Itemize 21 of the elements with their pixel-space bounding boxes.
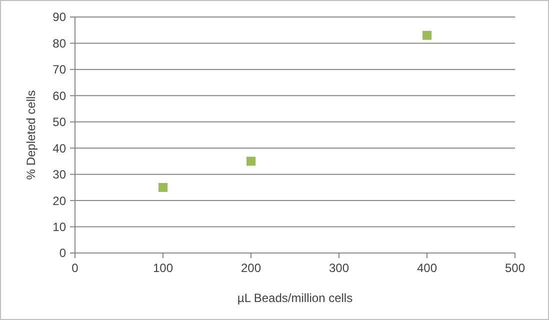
- x-tick-label: 200: [240, 261, 262, 275]
- y-tick-label: 80: [52, 36, 66, 50]
- x-tick-label: 400: [416, 261, 438, 275]
- y-tick-label: 10: [52, 220, 66, 234]
- x-tick-label: 100: [152, 261, 174, 275]
- y-tick-label: 0: [59, 246, 66, 260]
- y-tick-label: 40: [52, 141, 66, 156]
- point: [422, 30, 432, 40]
- y-tick-label: 50: [52, 115, 66, 130]
- x-tick-label: 0: [72, 261, 79, 275]
- point: [158, 182, 168, 192]
- x-tick-label: 500: [504, 261, 526, 275]
- y-tick-label: 20: [52, 194, 66, 208]
- y-tick-label: 60: [52, 88, 66, 103]
- y-tick-label: 30: [52, 168, 66, 182]
- point: [246, 156, 256, 166]
- x-tick-label: 300: [328, 261, 350, 275]
- y-tick-label: 70: [52, 62, 66, 77]
- y-axis-title: % Depleted cells: [24, 90, 38, 180]
- x-axis-title: µL Beads/million cells: [237, 291, 353, 305]
- y-tick-label: 90: [52, 10, 66, 24]
